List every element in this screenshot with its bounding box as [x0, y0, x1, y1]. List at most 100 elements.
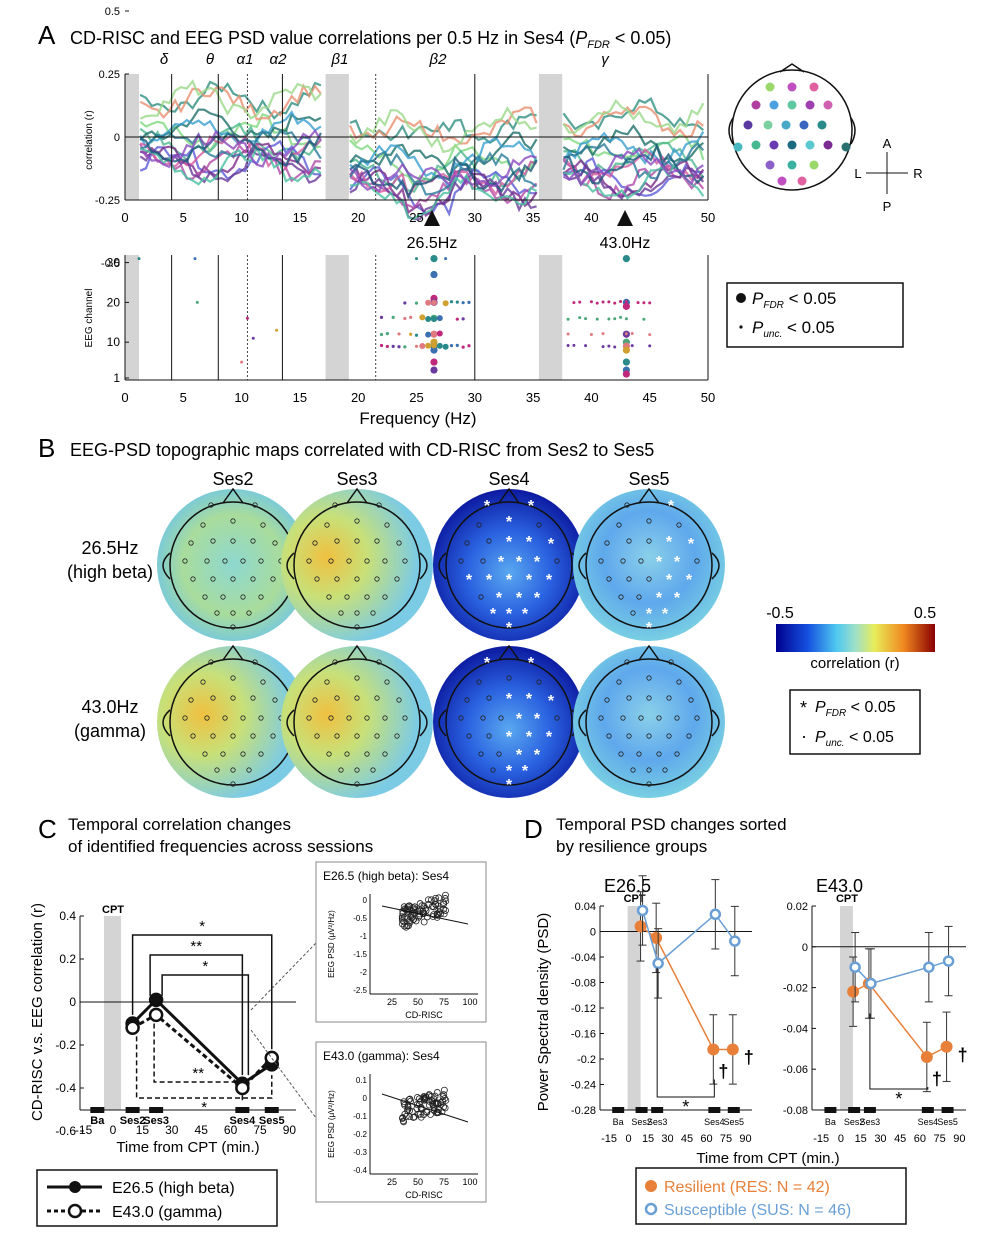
freq-xtick: 45 — [642, 390, 656, 405]
inset-xlabel: CD-RISC — [405, 1010, 443, 1020]
group-point — [709, 908, 722, 921]
svg-text:Susceptible (SUS: N = 46): Susceptible (SUS: N = 46) — [664, 1202, 851, 1219]
channel-dot — [414, 333, 419, 337]
psd-ytick: -0.12 — [571, 1003, 596, 1015]
group-point — [865, 977, 877, 990]
inset-ytick: -0.2 — [353, 1130, 367, 1139]
channel-dot — [414, 344, 419, 348]
channel-dot — [436, 342, 443, 349]
session-header: Ses4 — [488, 469, 529, 489]
electrode-marker — [382, 751, 388, 757]
inset-title: E43.0 (gamma): Ses4 — [323, 1049, 440, 1063]
electrode — [823, 100, 833, 110]
series-point — [125, 1020, 140, 1036]
electrode-marker — [402, 715, 408, 721]
psd-ytick: -0.16 — [571, 1029, 596, 1041]
electrode-marker — [402, 558, 408, 564]
channel-correlation-trace — [562, 105, 704, 139]
electrode-marker — [694, 558, 700, 564]
series-point — [264, 1050, 280, 1066]
psd-xtick: 90 — [953, 1133, 965, 1145]
fdr-star: * — [526, 534, 533, 551]
significance-label: * — [199, 918, 205, 935]
electrode-marker — [230, 538, 236, 544]
electrode-marker — [230, 518, 236, 524]
freq-xtick: 15 — [293, 390, 307, 405]
corr-ytick: 0.25 — [99, 69, 120, 81]
electrode-marker — [240, 594, 246, 600]
channel-dot — [430, 299, 437, 306]
group-line — [854, 960, 949, 985]
electrode-marker — [486, 733, 492, 739]
scatter-point — [416, 900, 424, 907]
session-marker — [125, 1107, 140, 1113]
electrode-marker — [480, 715, 486, 721]
fdr-star: * — [546, 729, 553, 746]
electrode-marker — [230, 576, 236, 582]
scatter-point — [399, 1114, 407, 1121]
electrode-marker — [506, 675, 512, 681]
electrode-marker — [364, 594, 370, 600]
scatter-point — [440, 899, 448, 906]
fdr-star: * — [506, 777, 513, 794]
electrode-marker — [464, 540, 470, 546]
channel-ytick: 20 — [107, 295, 121, 309]
inset-xtick: 25 — [387, 997, 397, 1007]
row1-sublabel: (high beta) — [67, 562, 153, 582]
freq-xtick: 5 — [180, 210, 187, 225]
fdr-star: * — [484, 498, 491, 515]
channel-dot — [425, 342, 432, 349]
electrode-marker — [344, 751, 350, 757]
electrode-marker — [624, 659, 630, 665]
electrode-marker — [676, 522, 682, 528]
electrode-marker — [536, 522, 542, 528]
electrode-marker — [364, 715, 370, 721]
electrode-marker — [354, 781, 360, 787]
scatter-point — [419, 1094, 427, 1102]
channel-dot — [385, 332, 389, 336]
electrode-marker — [646, 518, 652, 524]
inset-ytick: -0.1 — [353, 1112, 367, 1121]
dagger: † — [744, 1047, 754, 1067]
scatter-point — [417, 1113, 425, 1121]
session-marker — [941, 1107, 954, 1113]
corr-ytick: 0.5 — [105, 6, 120, 18]
channel-dot — [619, 315, 623, 319]
inset-xtick: 100 — [462, 997, 477, 1007]
freq-xtick: 15 — [293, 210, 307, 225]
significance-bracket — [135, 1036, 273, 1099]
electrode-marker — [338, 767, 344, 773]
electrode-marker — [260, 679, 266, 685]
channel-dot — [461, 345, 465, 349]
channel-correlation-trace — [563, 143, 705, 185]
electrode — [787, 140, 797, 150]
electrode-marker — [306, 558, 312, 564]
fdr-star: * — [674, 590, 681, 607]
electrode-marker — [190, 733, 196, 739]
channel-dot — [589, 300, 593, 304]
channel-dot — [461, 317, 465, 321]
orientation-cross: A L R P — [854, 136, 922, 214]
fdr-star: * — [506, 534, 513, 551]
channel-dot — [385, 344, 389, 349]
channel-dot — [379, 332, 384, 337]
corr-ytick: 0 — [114, 132, 120, 144]
session-label: Ba — [613, 1117, 624, 1127]
svg-text:Punc. < 0.05: Punc. < 0.05 — [752, 318, 835, 340]
fdr-star: * — [506, 514, 513, 531]
inset-ytick: -2.5 — [353, 986, 367, 995]
excluded-band — [325, 255, 349, 380]
panel-c-xtick: 75 — [253, 1123, 267, 1137]
electrode-marker — [598, 558, 604, 564]
session-label: Ses2 — [120, 1115, 146, 1127]
electrode-marker — [464, 697, 470, 703]
electrode-marker — [490, 767, 496, 773]
panel-c-xtick: 90 — [283, 1123, 297, 1137]
scatter-point — [398, 920, 406, 928]
electrode-marker — [200, 679, 206, 685]
panel-c-title-1: Temporal correlation changes — [68, 815, 291, 834]
electrode-marker — [676, 679, 682, 685]
fdr-star: * — [522, 606, 529, 623]
channel-dot — [455, 343, 459, 347]
row1-label: 26.5Hz — [81, 538, 138, 558]
